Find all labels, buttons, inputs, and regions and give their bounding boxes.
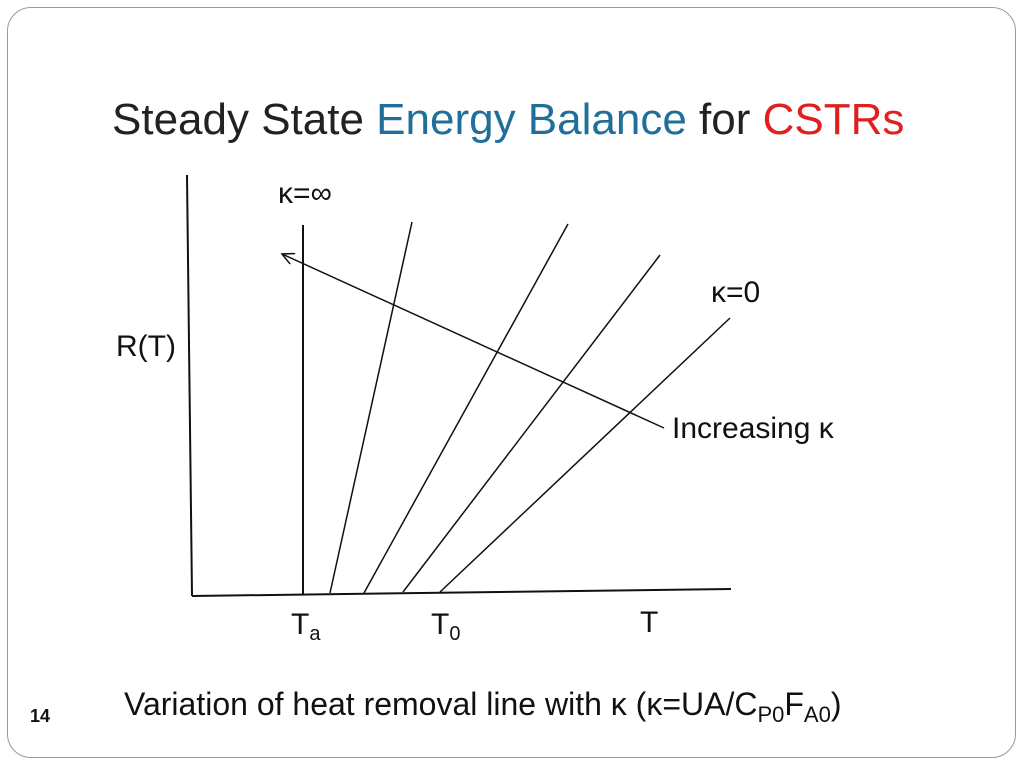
caption-sub-a0: A0 xyxy=(803,702,831,727)
caption: Variation of heat removal line with κ (κ… xyxy=(124,686,842,728)
y-axis xyxy=(186,174,193,597)
removal-line-2 xyxy=(329,221,413,594)
slide-frame xyxy=(7,7,1016,758)
removal-line-kappa-zero xyxy=(439,317,731,593)
slide-title: Steady State Energy Balance for CSTRs xyxy=(112,95,905,144)
caption-suffix: ) xyxy=(830,686,842,722)
title-text-for: for xyxy=(686,95,763,144)
y-axis-label: R(T) xyxy=(116,330,176,363)
kappa-zero-label: κ=0 xyxy=(711,276,761,309)
title-text-1: Steady State xyxy=(112,95,377,144)
page-number: 14 xyxy=(30,706,51,726)
x-tick-t0-sub: 0 xyxy=(449,623,461,645)
caption-sub-p0: P0 xyxy=(757,702,785,727)
x-axis xyxy=(191,588,732,597)
caption-prefix: Variation of heat removal line with κ (κ… xyxy=(124,686,758,722)
kappa-infinity-label: κ=∞ xyxy=(278,177,332,210)
x-axis-label: T xyxy=(640,606,659,639)
caption-mid: F xyxy=(784,686,804,722)
x-tick-t0: T0 xyxy=(431,608,460,646)
x-tick-ta-main: T xyxy=(291,608,310,641)
x-tick-ta: Ta xyxy=(291,608,320,646)
increasing-kappa-label: Increasing κ xyxy=(672,412,834,445)
increasing-kappa-arrow xyxy=(282,254,665,429)
removal-line-3 xyxy=(363,223,569,594)
x-tick-t0-main: T xyxy=(431,608,450,641)
title-text-cstrs: CSTRs xyxy=(762,95,905,144)
x-tick-ta-sub: a xyxy=(309,623,321,645)
title-text-energy-balance: Energy Balance xyxy=(376,95,687,144)
removal-line-4 xyxy=(402,254,661,593)
